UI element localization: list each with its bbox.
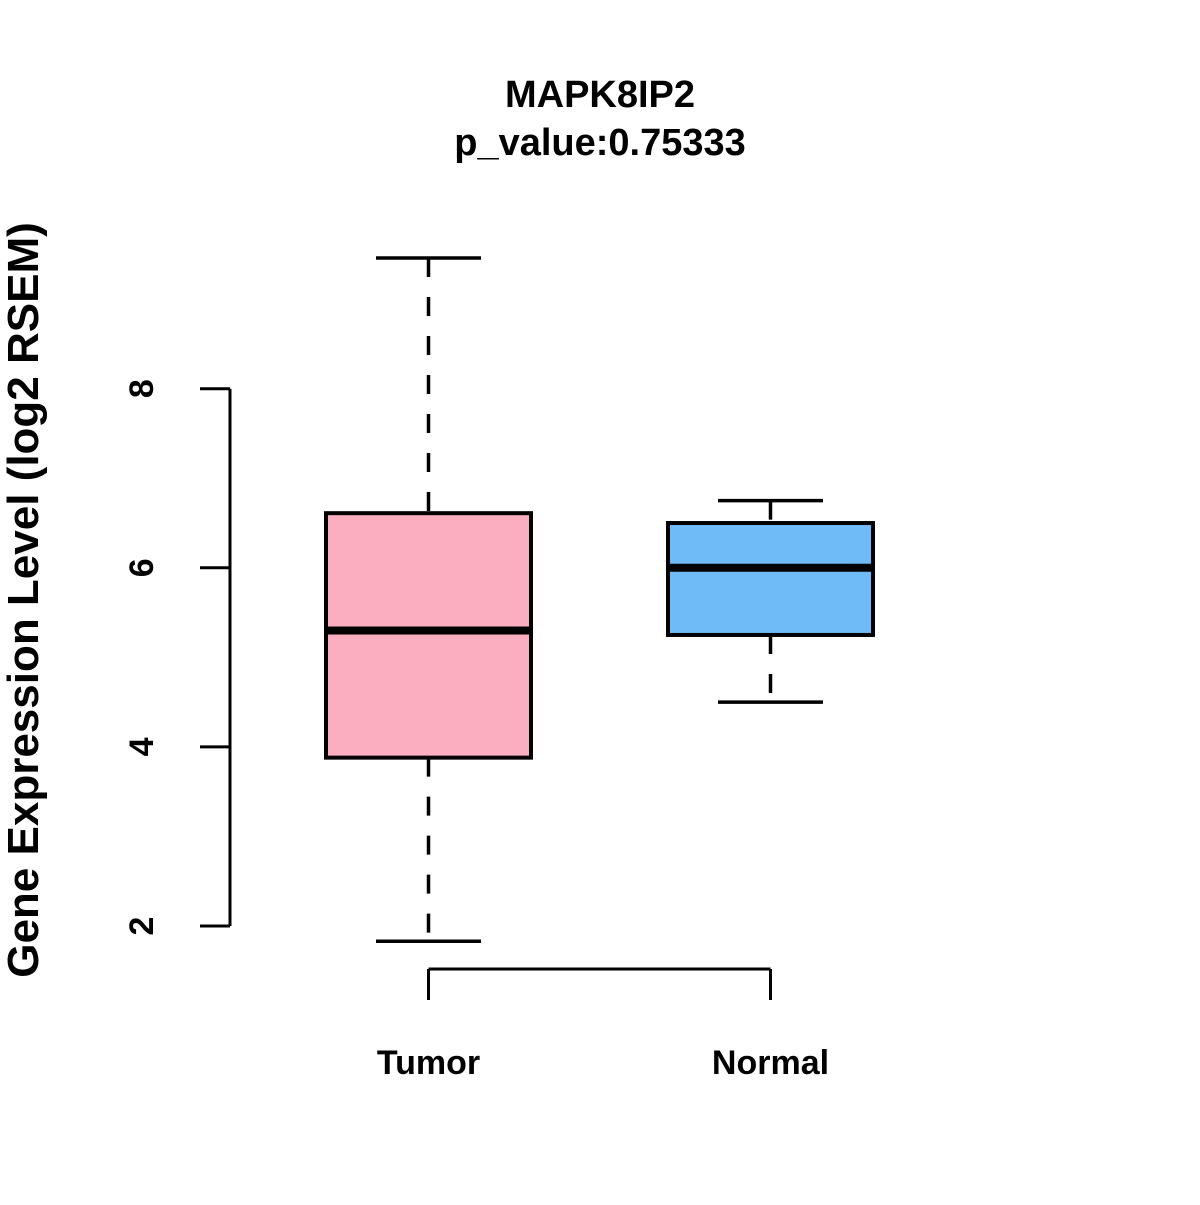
chart-subtitle-pvalue: p_value:0.75333: [454, 122, 746, 164]
chart-plot-area: 2 4 6 8 Tumor Normal: [123, 256, 875, 1082]
y-tick-label-4: 4: [123, 737, 161, 756]
y-axis-label: Gene Expression Level (log2 RSEM): [0, 222, 48, 978]
y-tick-label-6: 6: [123, 558, 161, 577]
group-label-tumor: Tumor: [377, 1044, 480, 1082]
normal-iqr-box: [666, 521, 875, 637]
chart-title: MAPK8IP2: [505, 74, 695, 116]
tumor-iqr-box: [324, 511, 533, 760]
box-group-normal: [666, 498, 875, 704]
y-tick-label-2: 2: [123, 917, 161, 936]
y-tick-label-8: 8: [123, 379, 161, 398]
group-label-normal: Normal: [712, 1044, 829, 1082]
box-group-tumor: [324, 256, 533, 943]
